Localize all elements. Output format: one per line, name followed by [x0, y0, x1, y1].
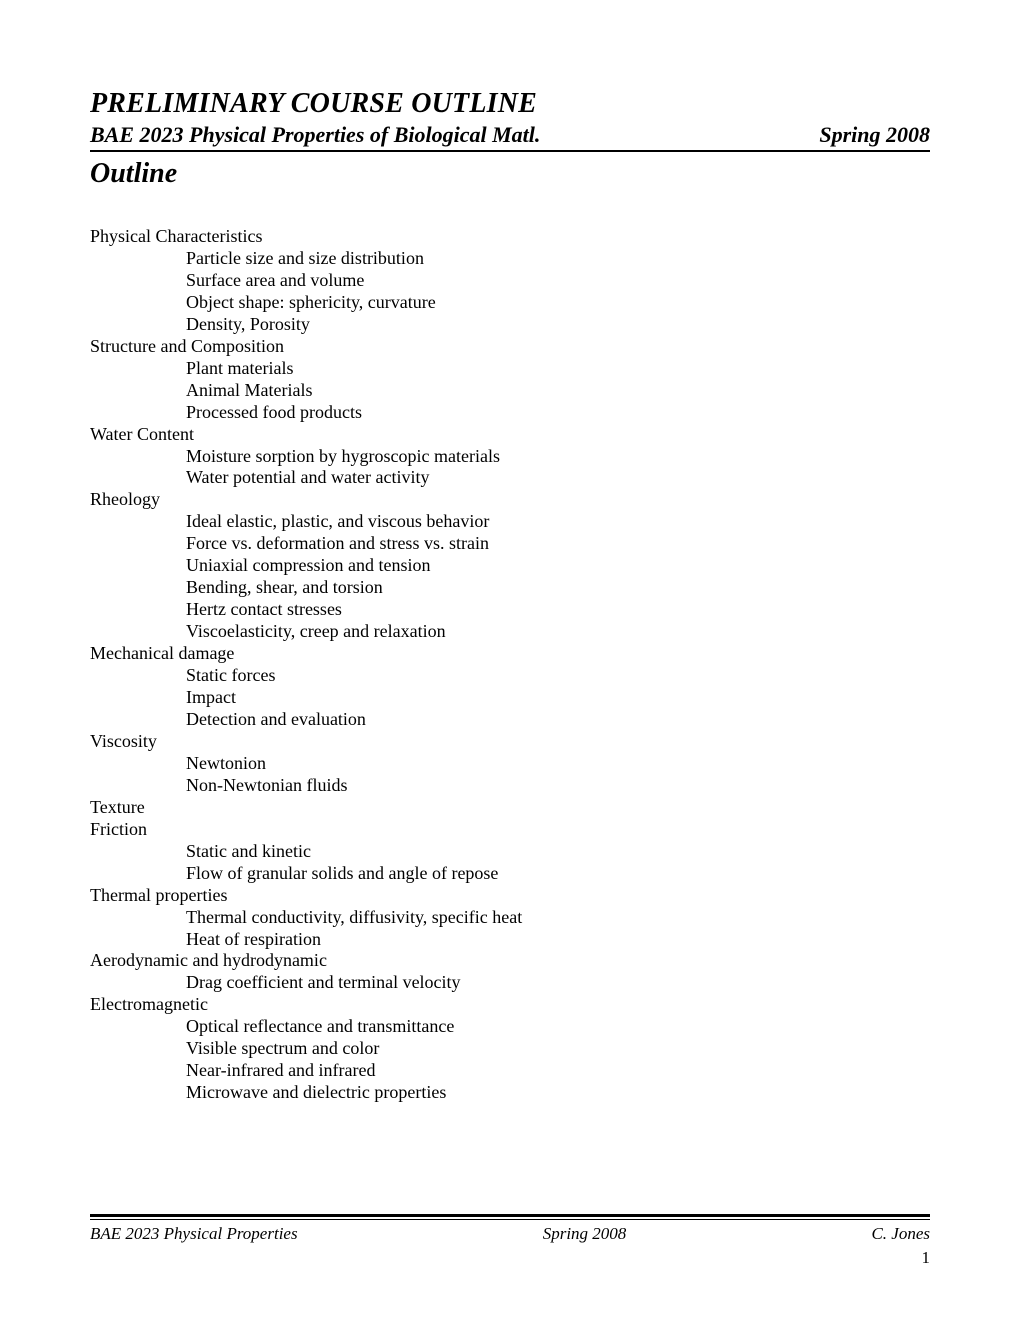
outline-subitems: Thermal conductivity, diffusivity, speci…: [186, 907, 930, 951]
footer-row: BAE 2023 Physical Properties Spring 2008…: [90, 1224, 930, 1244]
course-header-row: BAE 2023 Physical Properties of Biologic…: [90, 122, 930, 152]
outline-subitem: Plant materials: [186, 358, 930, 380]
outline-subitem: Uniaxial compression and tension: [186, 555, 930, 577]
outline-topic: Mechanical damage: [90, 643, 930, 665]
footer-right: C. Jones: [871, 1224, 930, 1244]
outline-subitems: NewtonionNon-Newtonian fluids: [186, 753, 930, 797]
outline-subitem: Impact: [186, 687, 930, 709]
footer-center: Spring 2008: [543, 1224, 627, 1244]
outline-subitem: Flow of granular solids and angle of rep…: [186, 863, 930, 885]
outline-subitem: Force vs. deformation and stress vs. str…: [186, 533, 930, 555]
term-label: Spring 2008: [819, 122, 930, 148]
outline-topic: Structure and Composition: [90, 336, 930, 358]
outline-subitem: Surface area and volume: [186, 270, 930, 292]
outline-subitem: Optical reflectance and transmittance: [186, 1016, 930, 1038]
section-heading: Outline: [90, 158, 930, 190]
outline-topic: Physical Characteristics: [90, 226, 930, 248]
outline-subitem: Object shape: sphericity, curvature: [186, 292, 930, 314]
outline-list: Physical CharacteristicsParticle size an…: [90, 226, 930, 1104]
footer-rule-thick: [90, 1214, 930, 1217]
outline-subitem: Heat of respiration: [186, 929, 930, 951]
footer-left: BAE 2023 Physical Properties: [90, 1224, 298, 1244]
outline-topic: Aerodynamic and hydrodynamic: [90, 950, 930, 972]
outline-subitem: Moisture sorption by hygroscopic materia…: [186, 446, 930, 468]
outline-topic: Electromagnetic: [90, 994, 930, 1016]
outline-subitem: Newtonion: [186, 753, 930, 775]
outline-subitems: Static forcesImpactDetection and evaluat…: [186, 665, 930, 731]
outline-subitem: Bending, shear, and torsion: [186, 577, 930, 599]
outline-subitem: Particle size and size distribution: [186, 248, 930, 270]
outline-topic: Thermal properties: [90, 885, 930, 907]
page-footer: BAE 2023 Physical Properties Spring 2008…: [90, 1214, 930, 1244]
outline-subitem: Ideal elastic, plastic, and viscous beha…: [186, 511, 930, 533]
outline-subitem: Processed food products: [186, 402, 930, 424]
footer-rule-thin: [90, 1219, 930, 1220]
course-code-title: BAE 2023 Physical Properties of Biologic…: [90, 122, 540, 148]
outline-topic: Water Content: [90, 424, 930, 446]
outline-subitem: Hertz contact stresses: [186, 599, 930, 621]
outline-subitem: Drag coefficient and terminal velocity: [186, 972, 930, 994]
outline-topic: Viscosity: [90, 731, 930, 753]
outline-subitems: Plant materialsAnimal MaterialsProcessed…: [186, 358, 930, 424]
page: PRELIMINARY COURSE OUTLINE BAE 2023 Phys…: [0, 0, 1020, 1320]
outline-subitem: Static and kinetic: [186, 841, 930, 863]
outline-topic: Texture: [90, 797, 930, 819]
outline-subitem: Thermal conductivity, diffusivity, speci…: [186, 907, 930, 929]
outline-subitem: Viscoelasticity, creep and relaxation: [186, 621, 930, 643]
outline-subitems: Moisture sorption by hygroscopic materia…: [186, 446, 930, 490]
outline-subitems: Particle size and size distributionSurfa…: [186, 248, 930, 336]
outline-subitem: Detection and evaluation: [186, 709, 930, 731]
outline-subitem: Near-infrared and infrared: [186, 1060, 930, 1082]
outline-subitem: Water potential and water activity: [186, 467, 930, 489]
outline-subitem: Microwave and dielectric properties: [186, 1082, 930, 1104]
outline-subitem: Animal Materials: [186, 380, 930, 402]
outline-subitems: Optical reflectance and transmittanceVis…: [186, 1016, 930, 1104]
outline-subitem: Visible spectrum and color: [186, 1038, 930, 1060]
page-number: 1: [922, 1248, 931, 1268]
outline-subitems: Drag coefficient and terminal velocity: [186, 972, 930, 994]
outline-topic: Friction: [90, 819, 930, 841]
outline-subitem: Static forces: [186, 665, 930, 687]
outline-topic: Rheology: [90, 489, 930, 511]
outline-subitem: Density, Porosity: [186, 314, 930, 336]
outline-subitems: Ideal elastic, plastic, and viscous beha…: [186, 511, 930, 643]
outline-subitem: Non-Newtonian fluids: [186, 775, 930, 797]
main-title: PRELIMINARY COURSE OUTLINE: [90, 88, 930, 120]
outline-subitems: Static and kineticFlow of granular solid…: [186, 841, 930, 885]
